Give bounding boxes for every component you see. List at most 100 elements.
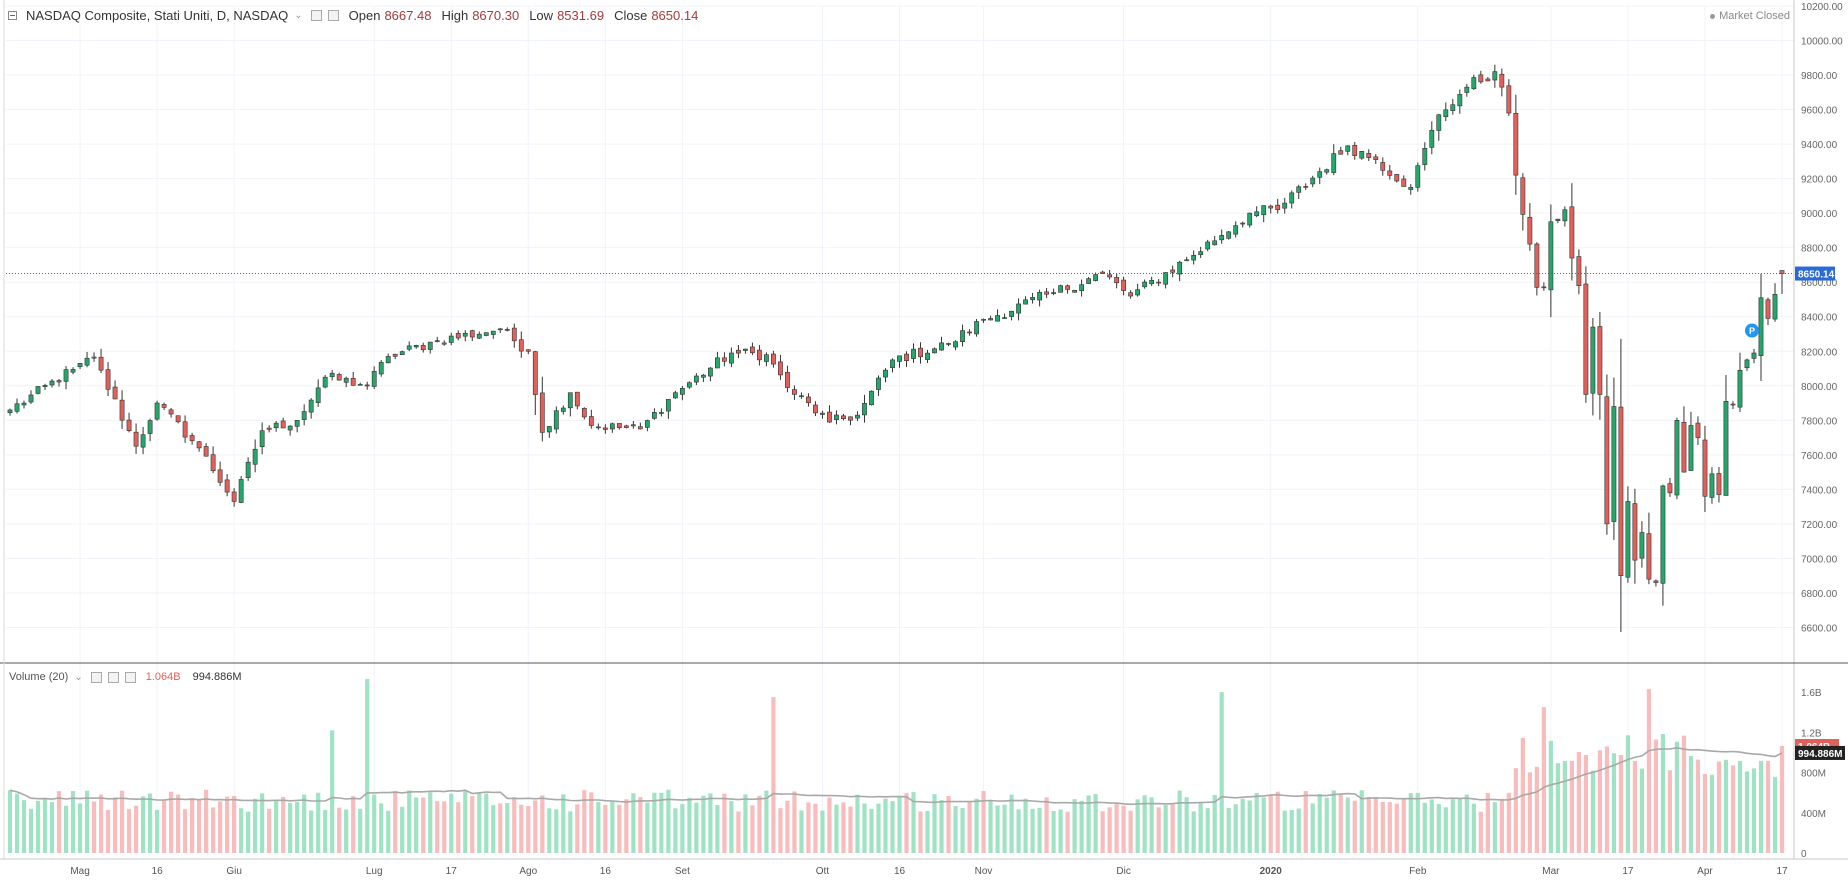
volume-bar <box>400 806 405 853</box>
volume-bar <box>1478 811 1483 853</box>
volume-bar <box>1268 794 1273 853</box>
y-tick-label: 8000.00 <box>1801 382 1838 393</box>
volume-label[interactable]: Volume (20) <box>9 671 69 683</box>
close-icon[interactable] <box>124 671 136 683</box>
volume-ma-line <box>9 746 1783 806</box>
volume-bar <box>1667 770 1673 853</box>
volume-bar <box>1583 754 1588 853</box>
volume-bar <box>862 803 867 853</box>
y-tick-label: 8400.00 <box>1801 313 1838 324</box>
volume-bar <box>519 804 524 853</box>
symbol-title[interactable]: NASDAQ Composite, Stati Uniti, D, NASDAQ <box>26 8 289 23</box>
volume-bar <box>190 797 195 853</box>
candle <box>1079 284 1085 292</box>
y-tick-label: 7200.00 <box>1801 520 1838 531</box>
volume-bar <box>484 793 489 853</box>
volume-tick-label: 1.2B <box>1801 728 1822 739</box>
volume-bar <box>477 793 482 853</box>
candle <box>1065 285 1070 290</box>
volume-bar <box>7 790 13 853</box>
volume-tick-label: 0 <box>1801 849 1807 860</box>
candle <box>1492 71 1498 81</box>
volume-bar <box>708 793 713 853</box>
candle <box>581 407 587 418</box>
candle <box>988 318 993 321</box>
candle <box>1359 151 1365 159</box>
candle <box>399 351 405 355</box>
volume-bar <box>1100 811 1105 853</box>
volume-bar <box>98 794 104 853</box>
candle <box>1387 170 1393 176</box>
volume-bar <box>540 795 545 853</box>
candle <box>245 461 251 478</box>
candle <box>841 415 846 419</box>
settings-icon[interactable] <box>107 671 119 683</box>
candle <box>238 479 244 503</box>
volume-bar <box>547 808 552 853</box>
volume-bar <box>1415 792 1420 853</box>
volume-ma-value: 994.886M <box>192 671 242 683</box>
candle <box>1765 299 1771 319</box>
volume-bar <box>1765 760 1771 853</box>
volume-bar <box>1107 807 1112 853</box>
volume-bar <box>925 810 930 853</box>
candle <box>532 351 538 395</box>
candle <box>196 441 202 449</box>
candle <box>217 469 223 483</box>
candle <box>427 341 433 350</box>
volume-bar <box>848 806 853 853</box>
settings-icon[interactable] <box>327 10 339 21</box>
candle <box>834 414 839 420</box>
candle <box>469 330 475 338</box>
candle <box>322 376 328 388</box>
candle <box>1436 114 1442 131</box>
volume-bar <box>1541 707 1546 853</box>
candle <box>707 367 713 377</box>
candle <box>560 407 566 412</box>
candle <box>91 356 97 359</box>
collapse-icon[interactable] <box>8 11 17 20</box>
candle <box>1457 94 1463 107</box>
candle <box>112 386 118 400</box>
volume-bar <box>491 805 496 853</box>
volume-bar <box>918 811 923 853</box>
volume-ma-tag <box>1795 745 1845 760</box>
eye-icon[interactable] <box>310 10 322 21</box>
volume-bar <box>456 802 461 853</box>
candle <box>862 403 867 416</box>
volume-bar <box>1072 799 1077 853</box>
candle <box>750 346 755 354</box>
volume-bar <box>1233 804 1238 853</box>
candle <box>525 349 531 352</box>
volume-bar <box>1184 797 1189 853</box>
high-value: 8670.30 <box>472 8 520 23</box>
eye-icon[interactable] <box>90 671 102 683</box>
candle <box>105 369 111 390</box>
candle <box>995 315 1000 322</box>
volume-bar <box>1604 746 1610 853</box>
candle <box>406 345 412 350</box>
volume-bar <box>70 791 76 853</box>
candle <box>147 420 153 434</box>
y-tick-label: 7800.00 <box>1801 416 1838 427</box>
chevron-down-icon[interactable]: ⌄ <box>294 10 303 21</box>
chevron-down-icon[interactable]: ⌄ <box>74 671 83 683</box>
y-tick-label: 9600.00 <box>1801 106 1838 117</box>
candle <box>1268 205 1274 209</box>
volume-bar <box>561 794 566 853</box>
volume-bar <box>260 793 265 853</box>
candle <box>876 377 881 390</box>
candle <box>119 399 125 421</box>
candle <box>182 421 188 438</box>
candle <box>546 426 552 433</box>
candle <box>1716 473 1722 495</box>
candle <box>1660 485 1666 584</box>
volume-tick-label: 400M <box>1801 809 1826 820</box>
candle <box>1009 310 1014 317</box>
volume-bar <box>1772 776 1778 853</box>
volume-bar <box>1723 759 1729 853</box>
p-marker-icon <box>1744 323 1759 338</box>
volume-bar <box>470 796 475 853</box>
candle <box>1520 177 1526 215</box>
